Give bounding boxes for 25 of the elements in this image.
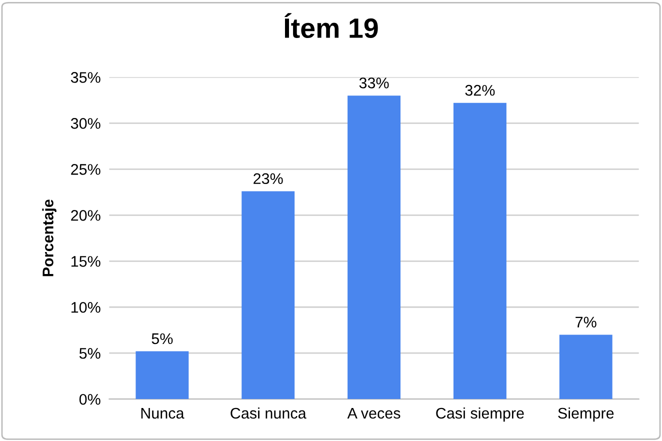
y-tick-label: 30% — [70, 118, 100, 129]
x-tick-label: Nunca — [141, 408, 184, 419]
y-tick-label: 15% — [71, 256, 100, 267]
bar — [453, 102, 506, 400]
data-label: 5% — [152, 333, 173, 344]
x-tick-label: Casi nunca — [230, 407, 306, 419]
y-tick-label: 0% — [79, 394, 100, 405]
bar — [559, 334, 612, 400]
y-axis-title: Porcentaje — [42, 200, 56, 276]
y-tick-label: 35% — [70, 72, 100, 83]
bar — [136, 351, 189, 400]
chart-title: Ítem 19 — [284, 13, 378, 38]
bar — [348, 96, 401, 400]
x-tick-label: A veces — [347, 408, 400, 419]
y-tick-label: 10% — [71, 302, 100, 313]
y-tick-label: 25% — [71, 164, 100, 175]
y-tick-label: 5% — [79, 348, 100, 359]
data-label: 7% — [576, 316, 596, 328]
data-label: 32% — [465, 84, 495, 96]
x-tick-label: Casi siempre — [436, 407, 524, 422]
data-label: 33% — [359, 78, 389, 88]
y-tick-label: 20% — [71, 210, 100, 221]
data-label: 23% — [254, 173, 283, 184]
x-tick-label: Siempre — [558, 407, 614, 422]
bar — [242, 191, 295, 400]
